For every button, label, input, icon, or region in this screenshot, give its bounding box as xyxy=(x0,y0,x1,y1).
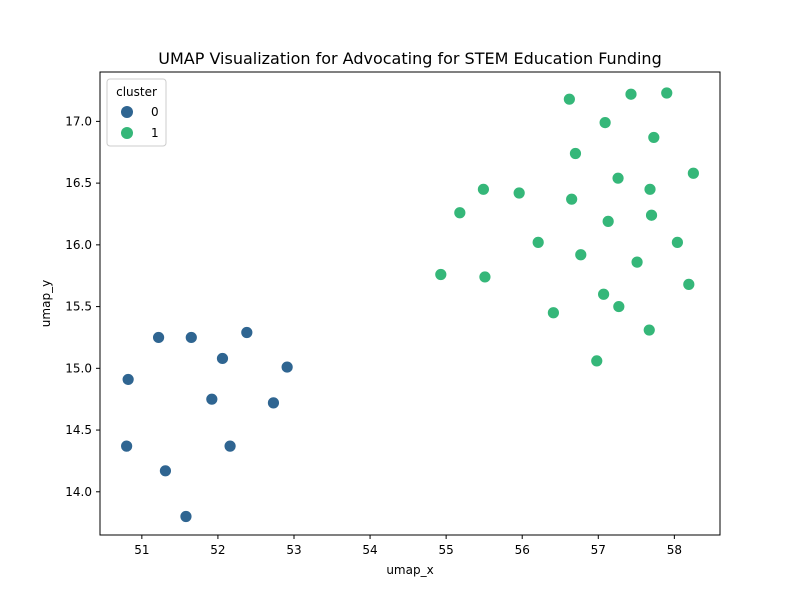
y-tick-label: 16.5 xyxy=(65,176,92,190)
cluster-1-point xyxy=(624,87,638,101)
cluster-0-point xyxy=(240,326,254,339)
cluster-1-point xyxy=(686,166,700,180)
cluster-1-point xyxy=(569,147,582,160)
chart-title: UMAP Visualization for Advocating for ST… xyxy=(158,49,661,68)
scatter-points xyxy=(120,86,700,523)
cluster-1-point xyxy=(590,354,604,368)
cluster-1-point xyxy=(645,208,658,222)
x-tick-label: 52 xyxy=(210,543,225,557)
cluster-1-point xyxy=(597,287,611,301)
cluster-1-point xyxy=(611,171,625,185)
cluster-1-point xyxy=(453,206,467,220)
y-tick-label: 15.0 xyxy=(65,361,92,375)
cluster-1-point xyxy=(477,182,490,196)
cluster-1-point xyxy=(660,86,674,100)
cluster-0-point xyxy=(120,439,134,453)
cluster-1-point xyxy=(512,186,526,200)
cluster-1-point xyxy=(601,214,615,228)
cluster-1-point xyxy=(642,323,656,337)
legend-label-cluster-1: 1 xyxy=(151,126,159,140)
cluster-1-point xyxy=(647,131,661,144)
cluster-1-point xyxy=(630,255,644,269)
legend-label-cluster-0: 0 xyxy=(151,105,159,119)
cluster-1-point xyxy=(670,235,684,249)
y-axis-label: umap_y xyxy=(39,280,53,327)
cluster-1-point xyxy=(612,300,626,313)
x-tick-label: 53 xyxy=(286,543,301,557)
y-tick-label: 16.0 xyxy=(65,238,92,252)
cluster-0-point xyxy=(267,396,280,410)
legend-title: cluster xyxy=(116,85,157,99)
cluster-1-point xyxy=(682,277,696,291)
cluster-1-point xyxy=(565,192,579,206)
x-axis-ticks: 51 52 53 54 55 56 57 58 xyxy=(134,535,682,557)
cluster-0-point xyxy=(184,331,198,344)
cluster-0-point xyxy=(205,392,219,406)
plot-border xyxy=(99,71,721,536)
cluster-1-point xyxy=(531,235,545,249)
cluster-0-point xyxy=(280,360,294,374)
cluster-0-point xyxy=(179,510,193,523)
cluster-0-point xyxy=(152,331,165,344)
cluster-0-point xyxy=(216,352,229,365)
legend-marker-cluster-1 xyxy=(121,127,133,139)
y-tick-label: 15.5 xyxy=(65,300,92,314)
cluster-1-point xyxy=(434,268,448,281)
legend: cluster 0 1 xyxy=(106,78,167,147)
cluster-0-point xyxy=(223,439,237,453)
cluster-0-point xyxy=(159,464,172,478)
plot-area xyxy=(99,71,721,536)
y-tick-label: 14.5 xyxy=(65,423,92,437)
cluster-1-point xyxy=(598,116,612,130)
x-tick-label: 55 xyxy=(438,543,453,557)
x-tick-label: 58 xyxy=(667,543,682,557)
cluster-0-point xyxy=(121,373,135,386)
legend-marker-cluster-0 xyxy=(121,106,133,118)
x-tick-label: 56 xyxy=(515,543,530,557)
cluster-1-point xyxy=(562,92,576,106)
cluster-1-point xyxy=(478,270,492,284)
y-tick-label: 14.0 xyxy=(65,485,92,499)
x-tick-label: 57 xyxy=(591,543,606,557)
legend-box xyxy=(106,78,167,147)
cluster-1-point xyxy=(643,182,657,196)
y-axis-ticks: 14.0 14.5 15.0 15.5 16.0 16.5 17.0 xyxy=(65,114,100,499)
x-tick-label: 54 xyxy=(362,543,377,557)
cluster-1-point xyxy=(546,306,560,320)
cluster-1-point xyxy=(574,248,588,262)
x-tick-label: 51 xyxy=(134,543,149,557)
x-axis-label: umap_x xyxy=(386,563,433,577)
y-tick-label: 17.0 xyxy=(65,114,92,128)
